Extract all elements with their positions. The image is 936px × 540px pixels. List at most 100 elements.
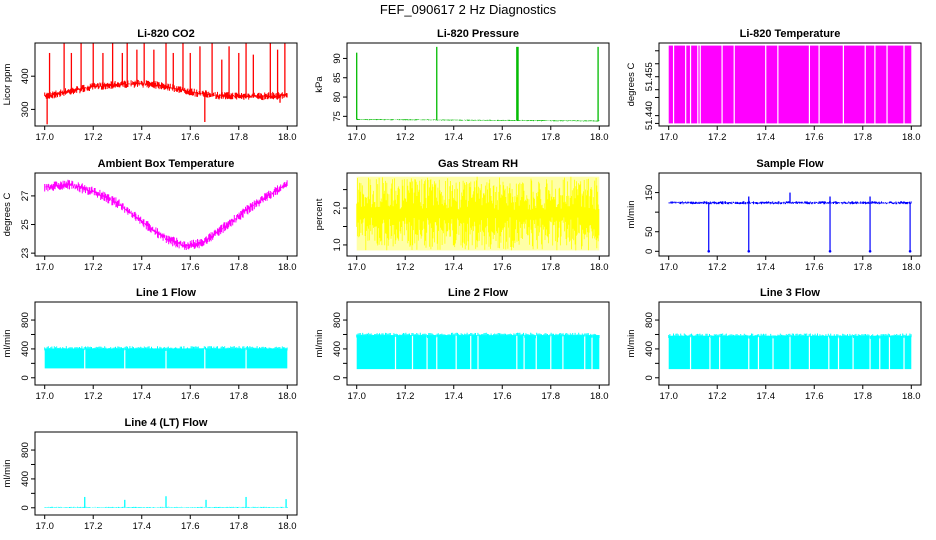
- series-rh: [356, 176, 600, 251]
- panel-co2: Li-820 CO2 17.0 17.2 17.4 17.6 17.8 18.0 300 400…: [2, 28, 298, 143]
- y-axis-label: ml/min: [314, 330, 325, 358]
- panel-title: Sample Flow: [756, 158, 824, 170]
- y-axis-label: kPa: [314, 76, 325, 93]
- x-tick-label: 17.8: [542, 132, 561, 143]
- y-tick-label: 150: [644, 185, 655, 201]
- y-tick-label: 400: [20, 341, 31, 357]
- x-tick-label: 18.0: [902, 262, 921, 273]
- panel-title: Ambient Box Temperature: [98, 158, 235, 170]
- panel-line2: Line 2 Flow 17.0 17.2 17.4 17.6 17.8 18.0 0 400 8…: [314, 287, 610, 402]
- series-pressure: [356, 46, 600, 122]
- y-tick-label: 27: [20, 191, 31, 202]
- x-tick-label: 17.6: [181, 132, 200, 143]
- x-tick-label: 17.0: [659, 262, 678, 273]
- x-tick-label: 17.0: [659, 391, 678, 402]
- series-line3: [668, 333, 912, 371]
- plot-frame: [34, 301, 298, 386]
- x-tick-label: 17.6: [493, 132, 512, 143]
- figure-title: FEF_090617 2 Hz Diagnostics: [380, 2, 557, 17]
- x-tick-label: 17.4: [132, 262, 151, 273]
- panel-line1: Line 1 Flow 17.0 17.2 17.4 17.6 17.8 18.0 0 400 8…: [2, 287, 298, 402]
- x-tick-label: 17.0: [35, 391, 54, 402]
- y-tick-label: 800: [20, 442, 31, 458]
- data-point: [747, 250, 751, 253]
- panel-title: Gas Stream RH: [438, 158, 518, 170]
- x-tick-label: 17.4: [756, 391, 775, 402]
- panel-pressure: Li-820 Pressure 17.0 17.2 17.4 17.6 17.8 18.0 7…: [314, 28, 610, 143]
- x-tick-label: 17.0: [35, 521, 54, 532]
- data-edge: [356, 332, 600, 339]
- x-tick-label: 17.6: [805, 132, 824, 143]
- series-line2: [356, 332, 600, 371]
- x-tick-label: 17.4: [132, 132, 151, 143]
- x-tick-label: 17.6: [805, 391, 824, 402]
- x-tick-label: 17.8: [230, 132, 249, 143]
- x-tick-label: 17.0: [659, 132, 678, 143]
- x-tick-label: 17.0: [347, 391, 366, 402]
- panel-grid: Li-820 CO2 17.0 17.2 17.4 17.6 17.8 18.0 300 400…: [2, 28, 922, 532]
- x-tick-label: 17.8: [854, 391, 873, 402]
- series-line4: [44, 496, 288, 508]
- x-tick-label: 17.4: [444, 262, 463, 273]
- x-tick-label: 17.0: [35, 262, 54, 273]
- series-line1: [44, 346, 288, 370]
- y-axis-label: degrees C: [626, 62, 637, 106]
- y-axis-label: Licor ppm: [2, 64, 13, 106]
- x-tick-label: 17.6: [181, 391, 200, 402]
- data-trace: [356, 118, 600, 122]
- y-tick-label: 0: [644, 375, 655, 380]
- x-tick-label: 18.0: [278, 132, 297, 143]
- y-tick-label: 23: [20, 248, 31, 259]
- x-tick-label: 18.0: [278, 521, 297, 532]
- y-axis-label: ml/min: [626, 330, 637, 358]
- x-tick-label: 18.0: [590, 132, 609, 143]
- panel-line4: Line 4 (LT) Flow 17.0 17.2 17.4 17.6 17.8 18.0…: [2, 417, 298, 532]
- panel-rh: Gas Stream RH 17.0 17.2 17.4 17.6 17.8 18.0 1.0…: [314, 158, 610, 273]
- panel-title: Line 2 Flow: [448, 287, 508, 299]
- x-tick-label: 17.6: [805, 262, 824, 273]
- y-tick-label: 800: [20, 312, 31, 328]
- x-tick-label: 17.2: [84, 262, 103, 273]
- x-tick-label: 18.0: [902, 132, 921, 143]
- data-point: [908, 250, 912, 253]
- y-tick-label: 90: [332, 53, 343, 64]
- y-axis-label: degrees C: [2, 192, 13, 236]
- y-tick-label: 1.0: [332, 238, 343, 251]
- x-tick-label: 17.6: [493, 262, 512, 273]
- plot-frame: [658, 42, 922, 127]
- panel-sample: Sample Flow 17.0 17.2 17.4 17.6 17.8 18.0 0 50 15…: [626, 158, 922, 273]
- series-temperature: [668, 44, 912, 125]
- y-tick-label: 0: [20, 375, 31, 380]
- panel-title: Line 1 Flow: [136, 287, 196, 299]
- plot-frame: [34, 172, 298, 257]
- y-axis-label: percent: [314, 198, 325, 230]
- data-trace: [356, 176, 600, 251]
- x-tick-label: 17.2: [84, 521, 103, 532]
- x-tick-label: 17.6: [181, 262, 200, 273]
- x-tick-label: 17.6: [493, 391, 512, 402]
- panel-title: Line 3 Flow: [760, 287, 820, 299]
- data-trace: [44, 179, 288, 250]
- panel-title: Line 4 (LT) Flow: [125, 417, 208, 429]
- y-axis-label: ml/min: [626, 201, 637, 229]
- x-tick-label: 17.4: [132, 521, 151, 532]
- data-edge: [668, 333, 912, 339]
- data-trace: [44, 79, 288, 101]
- x-tick-label: 17.8: [230, 262, 249, 273]
- x-tick-label: 17.0: [347, 262, 366, 273]
- x-tick-label: 17.4: [444, 132, 463, 143]
- y-tick-label: 800: [644, 312, 655, 328]
- data-point: [707, 250, 711, 253]
- x-tick-label: 17.2: [708, 391, 727, 402]
- y-tick-label: 80: [332, 92, 343, 103]
- x-tick-label: 17.4: [444, 391, 463, 402]
- plot-frame: [346, 172, 610, 257]
- data-point: [868, 250, 872, 253]
- y-tick-label: 400: [20, 68, 31, 84]
- y-tick-label: 400: [332, 341, 343, 357]
- x-tick-label: 18.0: [902, 391, 921, 402]
- x-tick-label: 17.2: [396, 132, 415, 143]
- data-band: [668, 45, 912, 124]
- y-tick-label: 400: [644, 341, 655, 357]
